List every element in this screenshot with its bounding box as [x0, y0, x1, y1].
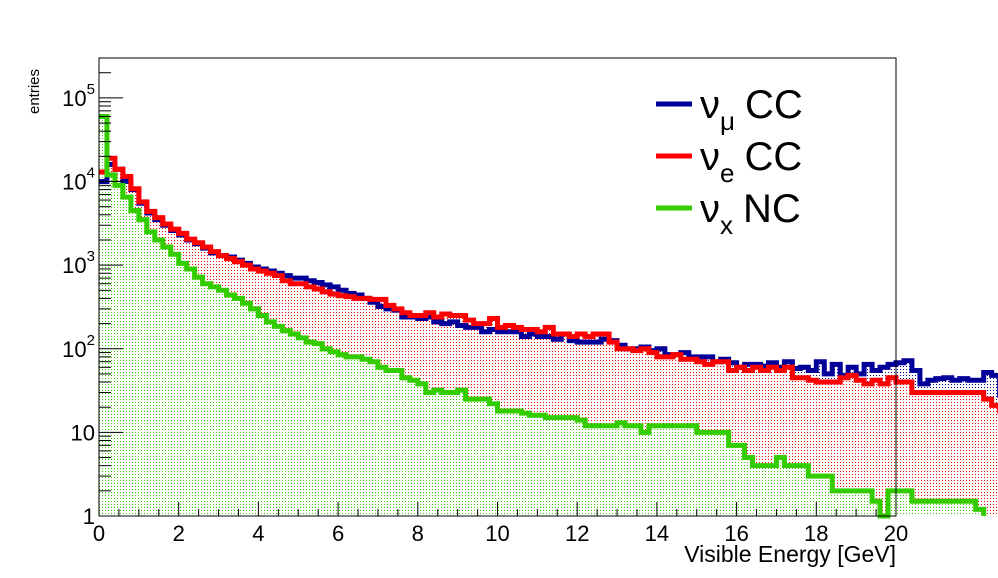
axes: 0 2 4 6 8 10 12 14 16 18 20 1 10 102 103 104 105 — [62, 57, 908, 546]
x-tick-label: 8 — [412, 521, 424, 546]
y-tick-label: 104 — [62, 165, 95, 195]
x-axis-title: Visible Energy [GeV] — [684, 541, 896, 567]
x-tick-label: 4 — [252, 521, 264, 546]
legend-label: νe CC — [700, 135, 802, 188]
x-tick-label: 18 — [804, 521, 828, 546]
y-tick-label: 1 — [83, 504, 95, 529]
x-tick-label: 16 — [724, 521, 748, 546]
y-axis-title: entries — [26, 69, 43, 114]
histogram-outlines — [99, 113, 998, 519]
legend-entry-μ: νμ CC — [656, 83, 803, 136]
legend-label: νμ CC — [700, 83, 803, 136]
y-tick-label: 102 — [62, 332, 95, 362]
series-x-fill — [99, 116, 984, 516]
series-x-outline — [99, 113, 987, 519]
histogram-fills — [99, 116, 998, 516]
x-tick-label: 6 — [332, 521, 344, 546]
x-tick-label: 12 — [565, 521, 589, 546]
x-tick-label: 10 — [485, 521, 509, 546]
x-tick-label: 2 — [173, 521, 185, 546]
y-tick-label: 103 — [62, 248, 95, 278]
legend-entry-x: νx NC — [656, 187, 801, 240]
x-tick-label: 14 — [645, 521, 669, 546]
legend-entry-e: νe CC — [656, 135, 802, 188]
y-tick-label: 10 — [71, 420, 95, 445]
x-tick-label: 0 — [93, 521, 105, 546]
y-tick-label: 105 — [62, 81, 95, 111]
legend-label: νx NC — [700, 187, 801, 240]
x-tick-label: 20 — [884, 521, 908, 546]
series-e-outline — [99, 155, 998, 414]
